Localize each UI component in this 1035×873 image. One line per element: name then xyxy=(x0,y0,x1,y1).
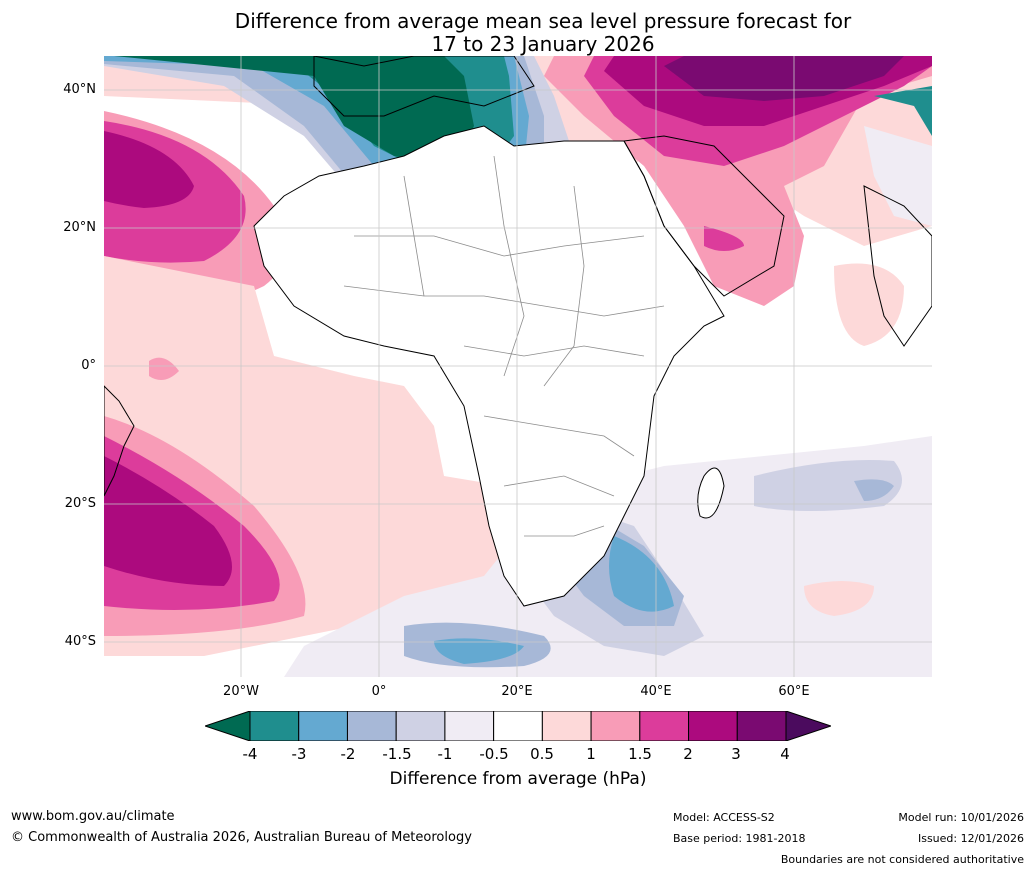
lon-label-40e: 40°E xyxy=(640,684,672,699)
lon-label-20e: 20°E xyxy=(501,684,533,699)
colorbar-segment xyxy=(249,711,300,741)
anomaly-positive-arabia xyxy=(704,226,744,251)
anomaly-positive-atlantic-north-core xyxy=(104,131,194,208)
colorbar-tick: -1.5 xyxy=(382,745,412,763)
colorbar-segment xyxy=(736,711,787,741)
lon-label-20w: 20°W xyxy=(223,684,259,699)
colorbar-tick: 2 xyxy=(683,745,693,763)
colorbar-tick: -3 xyxy=(291,745,307,763)
colorbar-tick: 0.5 xyxy=(530,745,554,763)
footer-issued: Issued: 12/01/2026 xyxy=(917,832,1024,845)
land-india xyxy=(863,185,932,347)
colorbar-extend-low xyxy=(205,711,251,741)
footer-website: www.bom.gov.au/climate xyxy=(11,809,175,824)
colorbar-segment xyxy=(444,711,495,741)
colorbar-segment xyxy=(639,711,690,741)
colorbar-tick: -0.5 xyxy=(479,745,509,763)
graticule xyxy=(104,56,932,677)
footer-model: Model: ACCESS-S2 xyxy=(673,811,775,824)
colorbar-tick: -1 xyxy=(437,745,453,763)
colorbar-extend-high xyxy=(785,711,831,741)
colorbar-segment xyxy=(688,711,738,741)
colorbar-tick: 3 xyxy=(731,745,741,763)
anomaly-negative-southern-ocean-core xyxy=(609,536,674,612)
colorbar-segment xyxy=(298,711,348,741)
title-line-1: Difference from average mean sea level p… xyxy=(234,9,852,33)
land-europe xyxy=(313,56,535,117)
colorbar-segment xyxy=(541,711,592,741)
lat-label-40s: 40°S xyxy=(64,634,96,649)
lat-label-20s: 20°S xyxy=(64,496,96,511)
colorbar-segment xyxy=(395,711,446,741)
anomaly-positive-atlantic-spot xyxy=(149,357,179,380)
colorbar-segment xyxy=(590,711,641,741)
land-south-america-tip xyxy=(104,385,135,497)
pressure-anomaly-map xyxy=(104,56,932,677)
anomaly-strongest-negative-med xyxy=(114,56,474,166)
chart-title: Difference from average mean sea level p… xyxy=(104,10,982,56)
colorbar-segment xyxy=(493,711,543,741)
footer-model-run: Model run: 10/01/2026 xyxy=(898,811,1024,824)
footer-disclaimer: Boundaries are not considered authoritat… xyxy=(780,853,1024,866)
lat-label-0: 0° xyxy=(81,358,96,373)
colorbar-tick: 4 xyxy=(780,745,790,763)
colorbar-tick: 1.5 xyxy=(628,745,652,763)
land-arabia xyxy=(623,135,785,297)
colorbar-tick: -4 xyxy=(242,745,258,763)
lon-label-60e: 60°E xyxy=(778,684,810,699)
colorbar-segment xyxy=(346,711,397,741)
anomaly-positive-indian-southeast xyxy=(804,581,874,616)
anomaly-negative-indian-east-core xyxy=(854,479,894,501)
title-line-2: 17 to 23 January 2026 xyxy=(431,32,655,56)
lat-label-20n: 20°N xyxy=(63,220,96,235)
anomaly-negative-central-asia xyxy=(874,86,932,136)
lat-label-40n: 40°N xyxy=(63,82,96,97)
footer-copyright: © Commonwealth of Australia 2026, Austra… xyxy=(11,830,472,845)
colorbar-tick: -2 xyxy=(340,745,356,763)
footer-base-period: Base period: 1981-2018 xyxy=(673,832,806,845)
lon-label-0: 0° xyxy=(371,684,387,699)
anomaly-negative-southern-strip-core xyxy=(434,638,524,664)
anomaly-positive-indian-north xyxy=(834,263,904,346)
anomaly-positive-south-atlantic-core xyxy=(104,456,232,586)
colorbar-tick: 1 xyxy=(586,745,596,763)
colorbar-label: Difference from average (hPa) xyxy=(389,769,647,789)
anomaly-negative-india-north xyxy=(864,126,932,226)
land-madagascar xyxy=(697,467,725,519)
colorbar xyxy=(205,711,831,741)
